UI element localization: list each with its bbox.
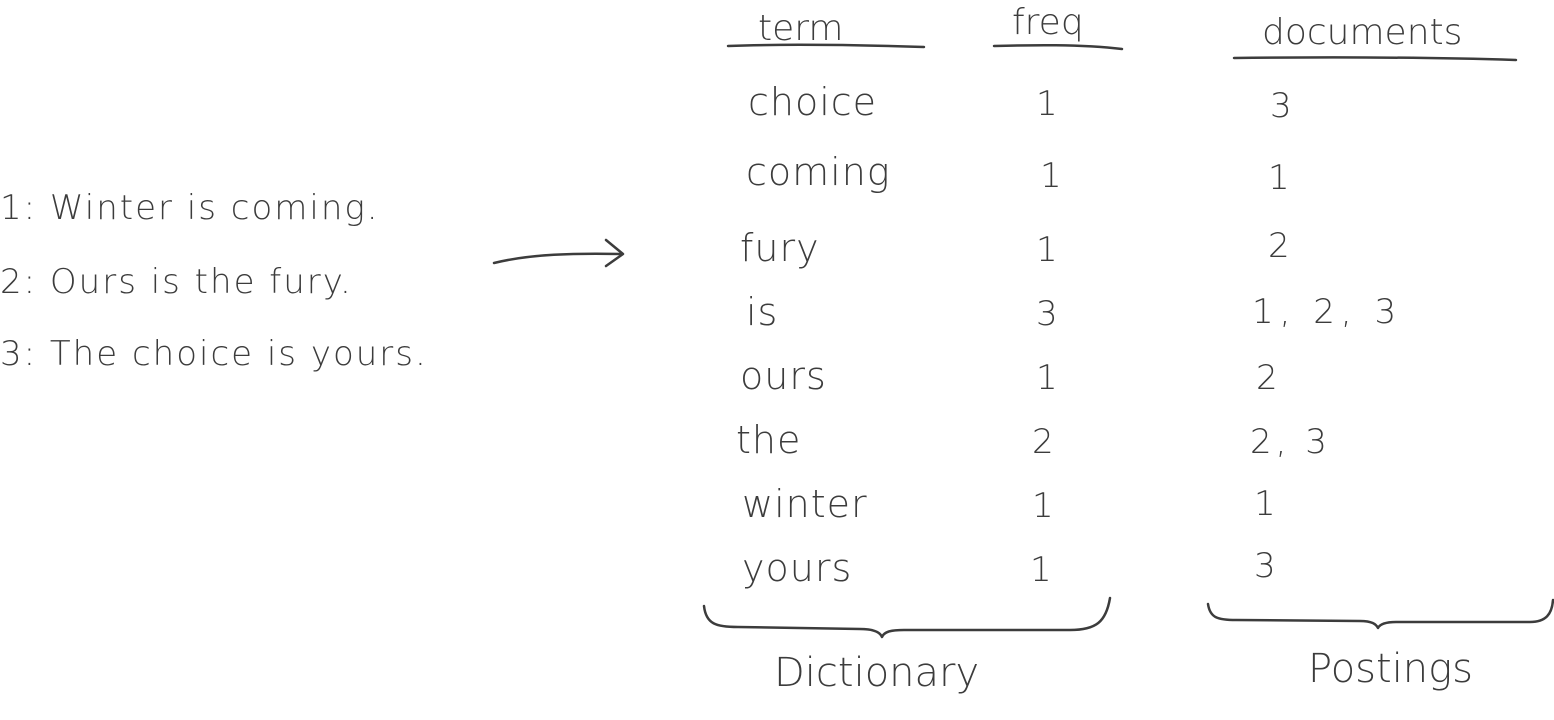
freq-cell: 1 (1036, 358, 1058, 398)
documents-cell: 2 (1268, 226, 1290, 266)
document-2: 2: Ours is the fury. (0, 262, 353, 302)
term-cell: ours (740, 354, 827, 398)
dictionary-brace (702, 596, 1112, 639)
documents-cell: 1, 2, 3 (1252, 292, 1403, 332)
caption-dictionary: Dictionary (774, 650, 980, 696)
document-id: 3 (0, 334, 24, 374)
freq-cell: 1 (1036, 84, 1058, 124)
freq-cell: 1 (1036, 230, 1058, 270)
freq-cell: 2 (1032, 422, 1054, 462)
postings-brace (1206, 598, 1554, 630)
header-term: term (758, 8, 844, 49)
documents-cell: 1 (1254, 484, 1276, 524)
document-1: 1: Winter is coming. (0, 188, 380, 228)
header-documents: documents (1262, 12, 1463, 53)
documents-cell: 3 (1270, 86, 1292, 126)
document-3: 3: The choice is yours. (0, 334, 428, 374)
documents-cell: 3 (1254, 546, 1276, 586)
document-id: 1 (0, 188, 24, 228)
term-cell: yours (742, 546, 853, 590)
freq-cell: 1 (1030, 550, 1052, 590)
document-text: The choice is yours. (49, 334, 428, 374)
term-cell: is (746, 290, 779, 334)
documents-cell: 2 (1256, 358, 1278, 398)
header-term-underline (726, 43, 926, 49)
caption-postings: Postings (1308, 646, 1473, 692)
documents-cell: 1 (1268, 158, 1290, 198)
term-cell: winter (742, 482, 868, 526)
arrow-head (604, 238, 625, 268)
header-freq-underline (992, 43, 1124, 51)
term-cell: fury (740, 226, 820, 270)
freq-cell: 3 (1036, 294, 1058, 334)
header-documents-underline (1232, 56, 1518, 62)
document-text: Winter is coming. (49, 188, 380, 228)
header-freq: freq (1012, 2, 1084, 43)
document-text: Ours is the fury. (49, 262, 353, 302)
freq-cell: 1 (1032, 486, 1054, 526)
document-id: 2 (0, 262, 24, 302)
term-cell: the (736, 418, 802, 462)
freq-cell: 1 (1040, 156, 1062, 196)
arrow-shaft (492, 252, 624, 265)
term-cell: choice (748, 80, 878, 124)
term-cell: coming (746, 150, 891, 194)
documents-cell: 2, 3 (1250, 422, 1331, 462)
